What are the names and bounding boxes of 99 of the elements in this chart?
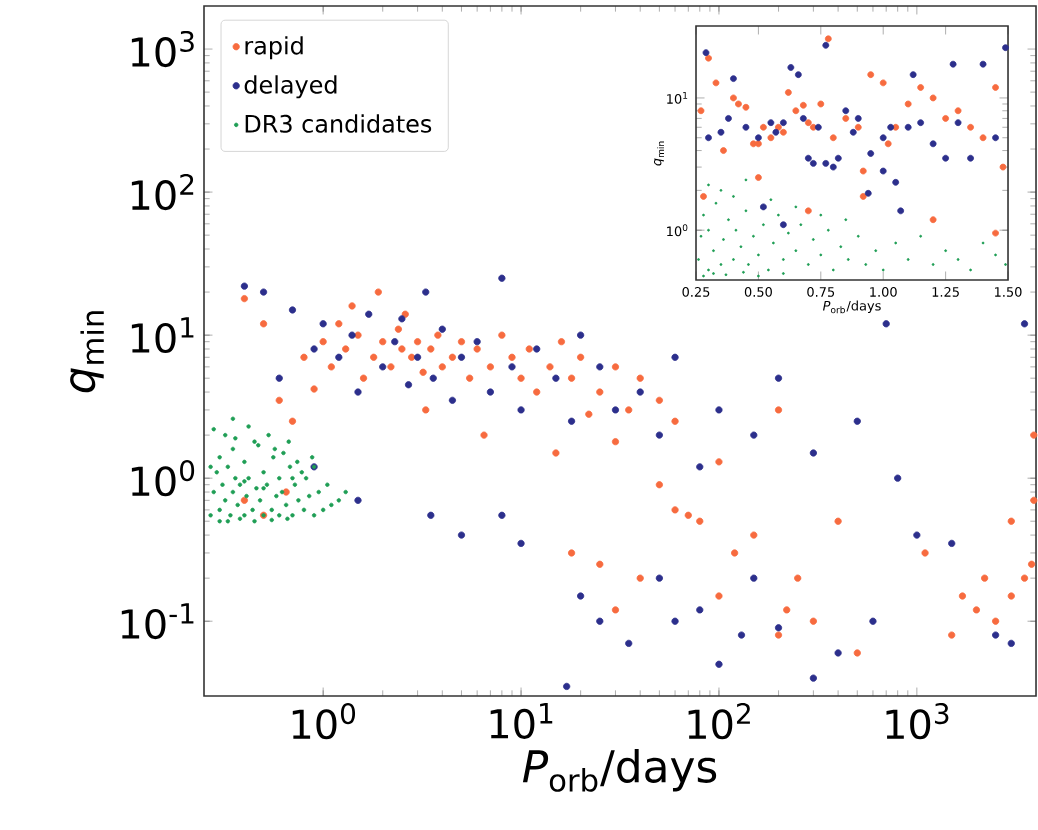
y-tick-label: 10$^{3}$ (131, 30, 194, 68)
point (717, 128, 725, 136)
point (967, 123, 974, 131)
point (779, 221, 787, 229)
point (730, 94, 737, 102)
y-tick-label: 10$^{-1}$ (121, 603, 194, 640)
point (879, 134, 887, 142)
point (774, 123, 782, 131)
point (884, 140, 892, 148)
x-tick-label: 10$^{1}$ (490, 703, 553, 739)
point (942, 115, 949, 122)
point (794, 71, 802, 79)
point (822, 159, 830, 167)
point (992, 84, 999, 91)
point (760, 123, 767, 131)
point (725, 115, 732, 122)
point (892, 123, 900, 131)
point (742, 123, 750, 131)
legend-label: rapid (245, 36, 303, 60)
point (979, 60, 987, 68)
point (917, 119, 925, 127)
point (864, 189, 872, 197)
point (867, 150, 875, 157)
point (992, 229, 999, 237)
point (892, 178, 900, 186)
point (809, 159, 817, 167)
point (897, 207, 905, 215)
point (700, 193, 707, 200)
point (755, 134, 762, 142)
point (942, 154, 949, 162)
point (842, 107, 850, 115)
point (1002, 44, 1009, 52)
point (742, 103, 750, 111)
point (824, 35, 832, 43)
point (917, 84, 925, 91)
y-axis-title: q$_{min}$ (70, 311, 104, 393)
point (792, 107, 800, 115)
legend-label: delayed (244, 75, 337, 99)
point (787, 64, 795, 71)
point (804, 119, 812, 127)
point (817, 100, 825, 108)
point (705, 134, 712, 142)
x-tick-label: 10$^{0}$ (292, 703, 356, 740)
point (979, 134, 987, 142)
point (999, 163, 1007, 171)
point (879, 79, 887, 87)
x-axis-title: P$_{orb}$/days (522, 749, 717, 792)
point (949, 60, 957, 68)
point (735, 100, 742, 108)
point (767, 134, 775, 142)
point (992, 134, 999, 142)
point (760, 203, 767, 211)
point (712, 79, 720, 87)
point (767, 119, 775, 127)
point (784, 89, 792, 96)
point (809, 123, 817, 131)
point (779, 128, 787, 136)
x-tick-label: 10$^{3}$ (886, 703, 949, 740)
point (859, 193, 867, 200)
point (697, 107, 705, 115)
point (929, 94, 937, 102)
point (879, 167, 887, 175)
legend-label: DR3 candidates (245, 114, 432, 133)
point (829, 134, 837, 142)
point (834, 154, 842, 162)
point (854, 115, 862, 122)
point (804, 154, 812, 162)
point (799, 115, 807, 122)
point (750, 140, 757, 148)
point (967, 154, 974, 162)
point (720, 147, 727, 154)
point (705, 54, 712, 62)
point (772, 128, 780, 136)
point (829, 163, 837, 171)
point (859, 167, 867, 175)
point (814, 123, 822, 131)
point (909, 71, 917, 79)
point (842, 115, 850, 122)
point (804, 207, 812, 215)
point (954, 119, 962, 127)
point (929, 216, 937, 224)
y-tick-label: 10$^{1}$ (131, 317, 194, 354)
point (755, 174, 762, 181)
point (730, 75, 737, 82)
point (887, 123, 895, 131)
point (929, 140, 937, 148)
point (755, 140, 762, 148)
point (779, 119, 787, 127)
point (904, 123, 912, 131)
point (799, 101, 807, 109)
y-tick-label: 10$^{0}$ (131, 460, 195, 497)
point (822, 41, 830, 49)
point (954, 107, 962, 115)
point (867, 71, 875, 79)
point (904, 100, 912, 108)
point (849, 128, 857, 136)
point (854, 123, 862, 131)
point (702, 49, 710, 57)
y-tick-label: 10$^{2}$ (131, 173, 194, 211)
